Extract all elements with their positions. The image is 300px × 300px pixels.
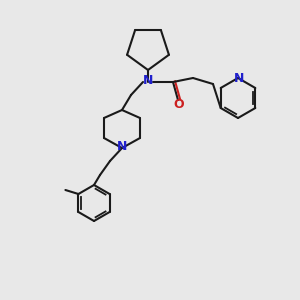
Text: N: N [143, 74, 153, 88]
Text: N: N [117, 140, 127, 154]
Text: O: O [174, 98, 184, 112]
Text: N: N [234, 71, 244, 85]
